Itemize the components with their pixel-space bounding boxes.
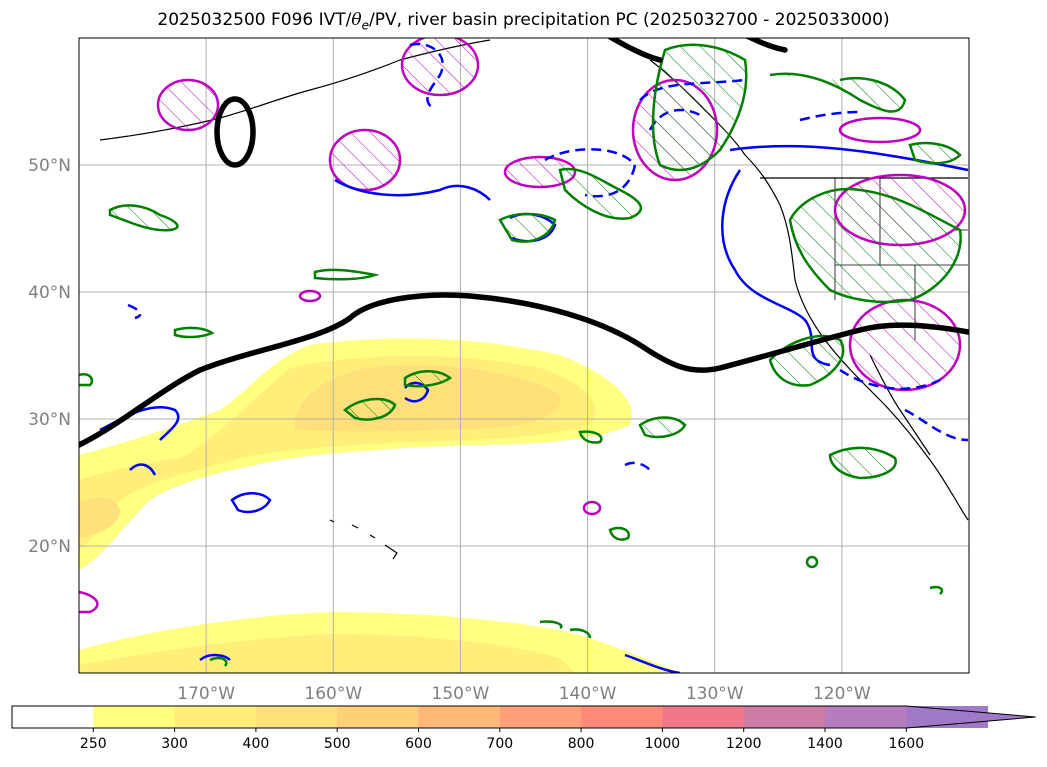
theta-area-small-5: [539, 620, 592, 639]
theta-area-small-7: [209, 656, 228, 667]
precip-area-small-2: [582, 500, 602, 516]
colorbar-tick-label: 500: [324, 736, 351, 752]
colorbar-outline: [11, 705, 1036, 729]
jet-contour-main: [79, 292, 969, 448]
colorbar-segment: [499, 706, 582, 728]
pv-contour-south: [230, 492, 272, 514]
pv-contour-gulf: [334, 178, 491, 201]
theta-area-small-8: [929, 585, 944, 595]
colorbar-segment: [418, 706, 501, 728]
theta-area-small-6: [79, 373, 94, 387]
theta-area-north: [769, 72, 907, 113]
colorbar-tick-label: 600: [405, 736, 432, 752]
title-prefix: 2025032500 F096 IVT/: [157, 10, 352, 30]
latitude-labels: 20°N 30°N 40°N 50°N: [28, 156, 71, 557]
colorbar-tick-label: 800: [568, 736, 595, 752]
pv-contour-equator: [199, 653, 681, 673]
colorbar-segment-under: [12, 706, 94, 728]
lat-tick-label: 50°N: [28, 156, 71, 176]
theta-area-core-2: [403, 370, 453, 388]
title-theta: θ: [351, 10, 362, 30]
colorbar-tick-label: 1000: [645, 736, 681, 752]
colorbar-tick-label: 1200: [726, 736, 762, 752]
colorbar-tick-label: 250: [80, 736, 107, 752]
ivt-band-west-core: [79, 497, 120, 538]
longitude-labels: 170°W 160°W 150°W 140°W 130°W 120°W: [177, 684, 871, 704]
lat-tick-label: 20°N: [28, 537, 71, 557]
theta-area-small-2: [173, 326, 215, 339]
colorbar-tick-label: 1400: [807, 736, 843, 752]
theta-area-small-9: [805, 555, 819, 569]
lon-tick-label: 150°W: [432, 684, 490, 704]
pv-dashed-north: [409, 42, 444, 112]
colorbar-segment: [93, 706, 176, 728]
theta-contours: [79, 43, 962, 667]
theta-area-small-4: [608, 526, 631, 541]
colorbar-segment: [581, 706, 663, 728]
colorbar-segment: [825, 706, 907, 728]
precip-area-edge: [79, 590, 99, 614]
colorbar-tick-label: 400: [243, 736, 270, 752]
precip-area-goa-west: [328, 128, 402, 192]
theta-area-mexico: [828, 446, 897, 480]
theta-area-small-3: [578, 430, 603, 444]
precip-area-bering: [156, 78, 220, 132]
ivt-band-south-inner: [79, 634, 575, 673]
hawaii-islands: [329, 519, 398, 560]
title-theta-sub: e: [361, 18, 370, 33]
precip-area-sw: [848, 298, 962, 392]
jet-contours: [79, 38, 969, 448]
theta-area-goa: [558, 167, 643, 220]
coastlines: [99, 39, 969, 560]
jet-contour-ne: [744, 38, 788, 53]
lat-tick-label: 40°N: [28, 283, 71, 303]
colorbar-tick-label: 1600: [888, 736, 924, 752]
colorbar-extend-arrow: [906, 706, 1036, 728]
precip-area-goa-east: [400, 38, 480, 97]
colorbar: 250 300 400 500 600 700 800 1000 1200 1400 1600: [11, 705, 1036, 752]
pv-dashed-sw: [839, 368, 969, 442]
theta-area-core: [342, 397, 397, 421]
colorbar-tick-label: 300: [161, 736, 188, 752]
map-title: 2025032500 F096 IVT/θe/PV, river basin p…: [0, 10, 1047, 32]
lon-tick-label: 120°W: [813, 684, 871, 704]
lon-tick-label: 130°W: [686, 684, 744, 704]
pv-dashed-small: [127, 303, 651, 471]
colorbar-segment: [255, 706, 338, 728]
lon-tick-label: 170°W: [177, 684, 235, 704]
map-frame: [78, 37, 970, 674]
theta-area-mid: [498, 212, 557, 243]
theta-area-small-1: [313, 268, 380, 281]
colorbar-segment: [337, 706, 419, 728]
lon-tick-label: 160°W: [304, 684, 362, 704]
pv-contours: [99, 42, 969, 673]
theta-area-pnw: [788, 187, 962, 304]
precip-contours: [79, 38, 967, 614]
lon-tick-label: 140°W: [559, 684, 617, 704]
precip-area-small-1: [298, 289, 322, 303]
map-content: [79, 38, 969, 673]
theta-area-far-east: [908, 141, 962, 165]
colorbar-segment: [174, 706, 257, 728]
title-suffix: /PV, river basin precipitation PC (20250…: [369, 10, 890, 30]
lat-tick-label: 30°N: [28, 410, 71, 430]
jet-contour-bering: [214, 96, 256, 168]
colorbar-segment: [662, 706, 745, 728]
precip-area-bc-coast: [838, 116, 922, 144]
theta-area-west: [108, 204, 179, 232]
pv-dashed-west: [799, 110, 861, 122]
theta-area-east: [638, 416, 687, 439]
jet-contour-north: [606, 38, 663, 63]
colorbar-tick-label: 700: [486, 736, 513, 752]
colorbar-segment: [743, 706, 826, 728]
theta-area-bc: [651, 43, 748, 172]
